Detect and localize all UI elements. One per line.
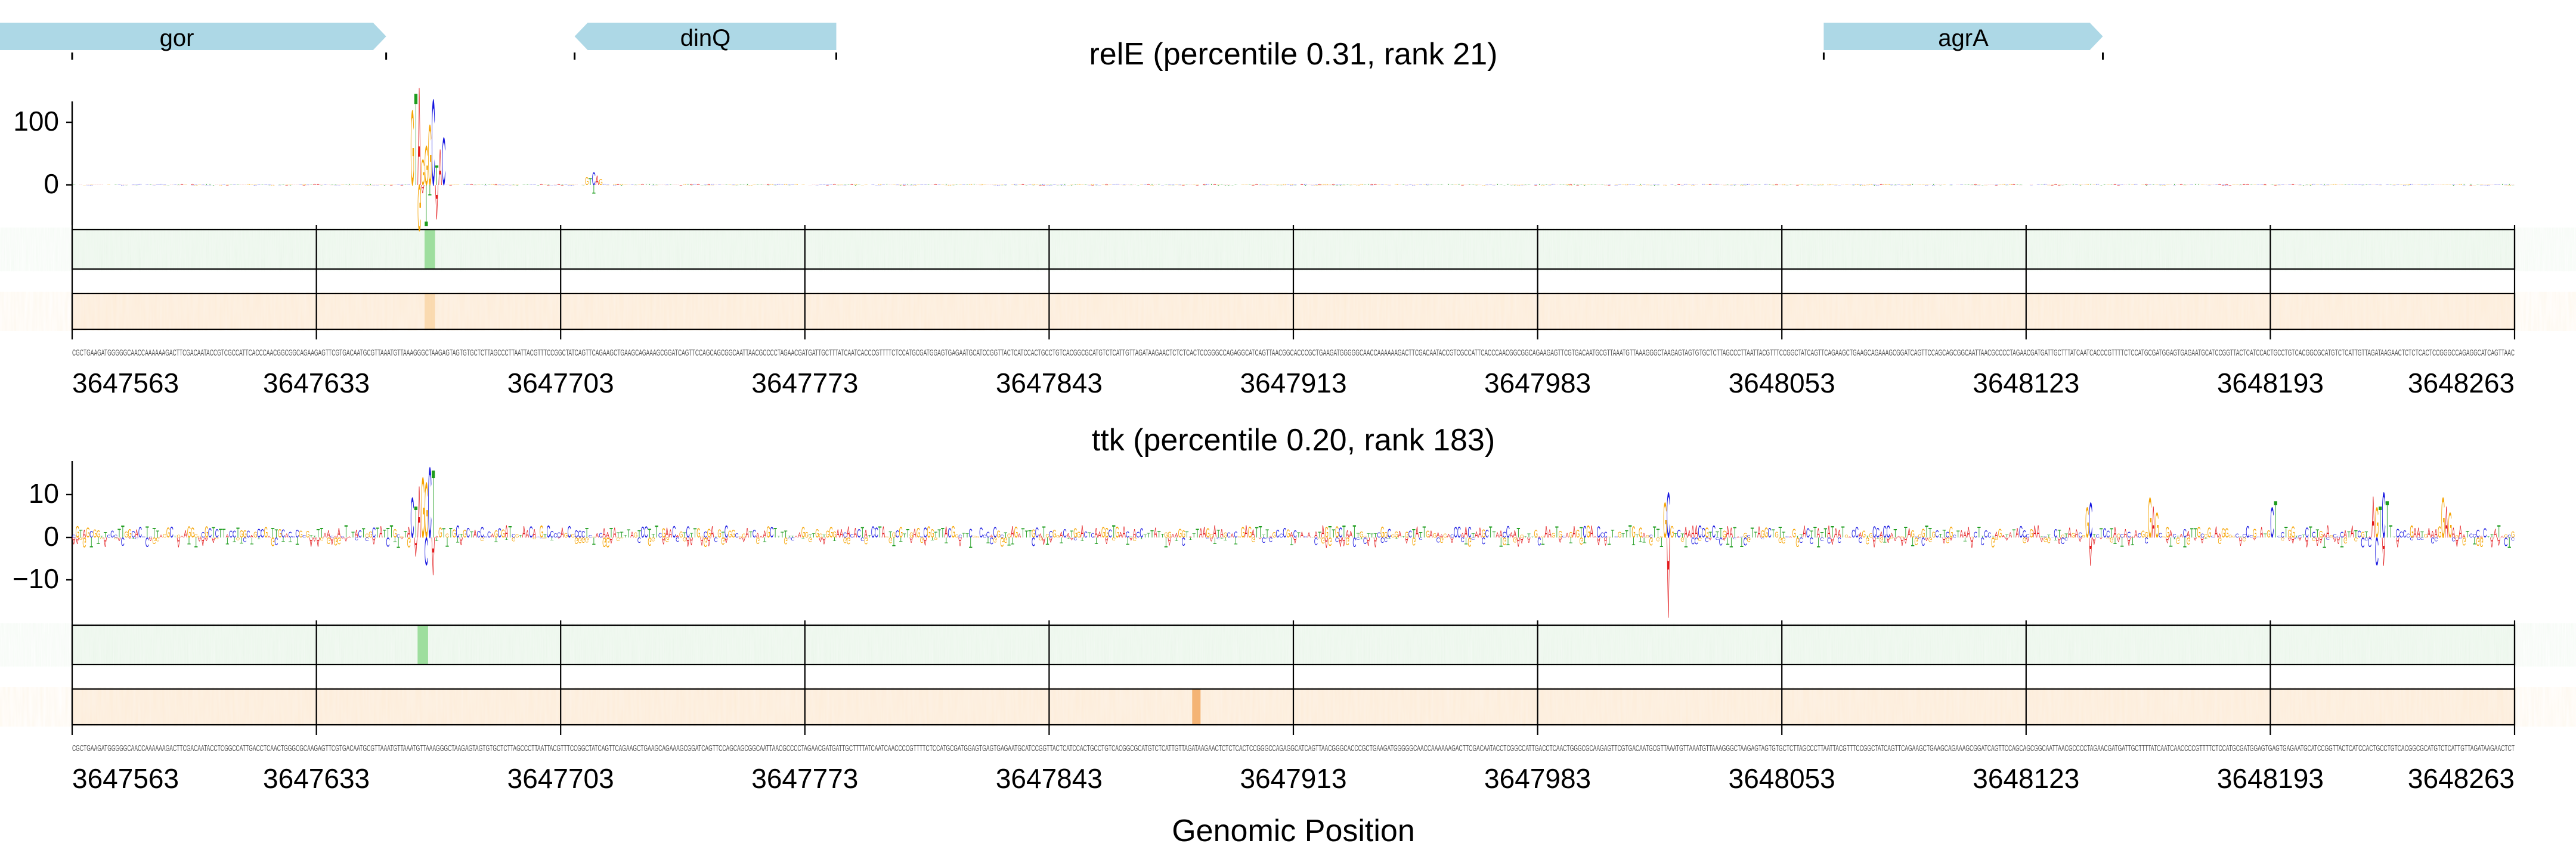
svg-text:3647913: 3647913 <box>1240 367 1346 398</box>
svg-text:dinQ: dinQ <box>680 25 731 51</box>
svg-text:3647633: 3647633 <box>263 367 370 398</box>
svg-text:3648123: 3648123 <box>1973 763 2079 794</box>
svg-text:ttk (percentile 0.20, rank 183: ttk (percentile 0.20, rank 183) <box>1092 423 1495 458</box>
svg-text:10: 10 <box>29 478 59 509</box>
svg-text:3647563: 3647563 <box>72 763 179 794</box>
svg-text:3648123: 3648123 <box>1973 367 2079 398</box>
svg-text:3648263: 3648263 <box>2408 367 2515 398</box>
svg-text:Genomic Position: Genomic Position <box>1172 814 1415 848</box>
svg-text:CGCTGAAGATGGGGGCAACCAAAAAAGACT: CGCTGAAGATGGGGGCAACCAAAAAAGACTTCGACAATAC… <box>72 348 2515 358</box>
svg-text:0: 0 <box>44 521 59 552</box>
svg-text:3647563: 3647563 <box>72 367 179 398</box>
svg-text:3647843: 3647843 <box>996 367 1103 398</box>
svg-text:3648193: 3648193 <box>2217 763 2324 794</box>
svg-text:3647703: 3647703 <box>507 367 614 398</box>
svg-text:3647773: 3647773 <box>751 367 858 398</box>
svg-text:3648193: 3648193 <box>2217 367 2324 398</box>
svg-text:3647773: 3647773 <box>751 763 858 794</box>
svg-text:3647983: 3647983 <box>1484 763 1591 794</box>
svg-text:100: 100 <box>13 106 59 137</box>
svg-text:3647913: 3647913 <box>1240 763 1346 794</box>
svg-text:gor: gor <box>160 25 194 51</box>
svg-text:3647703: 3647703 <box>507 763 614 794</box>
svg-text:agrA: agrA <box>1938 25 1989 51</box>
svg-text:CGCTGAAGATGGGGGCAACCAAAAAAGACT: CGCTGAAGATGGGGGCAACCAAAAAAGACTTCGACAATAC… <box>72 743 2515 753</box>
svg-text:3648263: 3648263 <box>2408 763 2515 794</box>
svg-text:3647843: 3647843 <box>996 763 1103 794</box>
svg-text:3647633: 3647633 <box>263 763 370 794</box>
svg-text:−10: −10 <box>13 563 59 594</box>
svg-text:0: 0 <box>44 168 59 199</box>
svg-text:3647983: 3647983 <box>1484 367 1591 398</box>
svg-text:3648053: 3648053 <box>1729 367 1835 398</box>
svg-text:relE (percentile 0.31, rank 21: relE (percentile 0.31, rank 21) <box>1089 37 1497 72</box>
svg-text:3648053: 3648053 <box>1729 763 1835 794</box>
